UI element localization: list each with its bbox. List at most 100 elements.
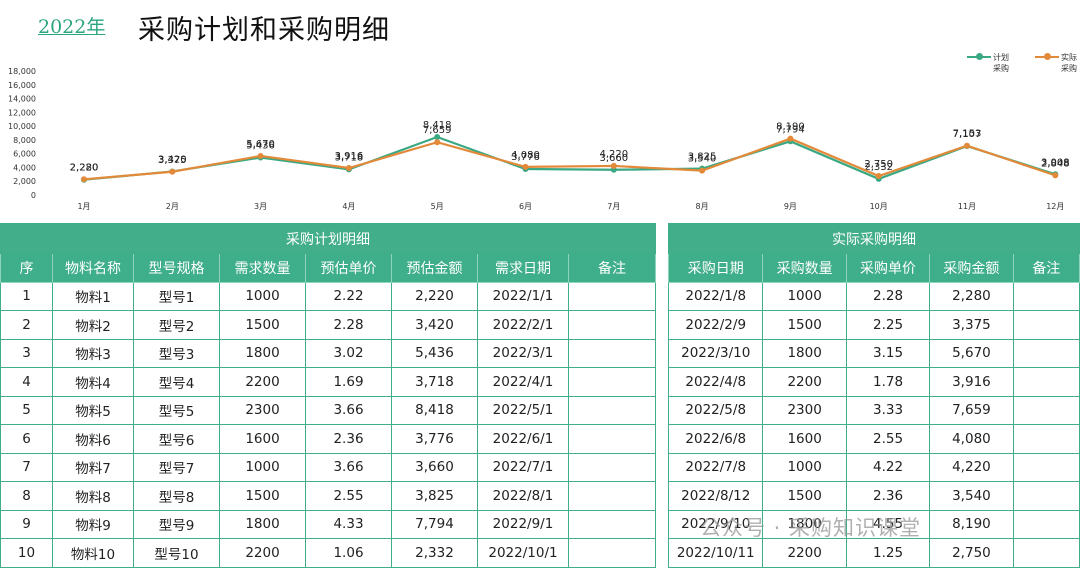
plan-cell[interactable]: 2,332 [391, 538, 478, 568]
actual-cell[interactable]: 1.78 [845, 367, 931, 397]
plan-cell[interactable]: 4 [0, 367, 53, 397]
plan-cell[interactable]: 2.28 [305, 310, 392, 340]
plan-cell[interactable]: 物料5 [52, 395, 134, 425]
plan-cell[interactable]: 3,825 [391, 481, 478, 511]
actual-cell[interactable]: 2022/1/8 [667, 281, 764, 311]
plan-cell[interactable]: 物料1 [52, 281, 134, 311]
plan-cell[interactable]: 型号4 [133, 367, 220, 397]
plan-cell[interactable] [568, 310, 656, 340]
plan-cell[interactable]: 1500 [219, 481, 306, 511]
plan-cell[interactable]: 4.33 [305, 509, 392, 539]
actual-cell[interactable]: 2022/10/11 [667, 538, 764, 568]
plan-cell[interactable]: 7,794 [391, 509, 478, 539]
actual-cell[interactable]: 3.15 [845, 338, 931, 368]
actual-cell[interactable]: 1000 [762, 452, 847, 482]
plan-cell[interactable]: 1.06 [305, 538, 392, 568]
plan-cell[interactable]: 物料9 [52, 509, 134, 539]
actual-cell[interactable] [1012, 338, 1080, 368]
plan-cell[interactable]: 物料4 [52, 367, 134, 397]
actual-cell[interactable]: 2022/7/8 [667, 452, 764, 482]
actual-cell[interactable]: 3.33 [845, 395, 931, 425]
plan-cell[interactable]: 型号1 [133, 281, 220, 311]
actual-cell[interactable]: 2022/9/10 [667, 509, 764, 539]
actual-cell[interactable]: 1600 [762, 424, 847, 454]
actual-cell[interactable]: 2,750 [929, 538, 1014, 568]
plan-cell[interactable]: 1.69 [305, 367, 392, 397]
actual-cell[interactable]: 4,080 [929, 424, 1014, 454]
plan-cell[interactable]: 1800 [219, 338, 306, 368]
actual-cell[interactable]: 2.36 [845, 481, 931, 511]
actual-cell[interactable]: 2,280 [929, 281, 1014, 311]
plan-cell[interactable]: 物料3 [52, 338, 134, 368]
plan-cell[interactable]: 3,660 [391, 452, 478, 482]
plan-cell[interactable]: 2022/2/1 [477, 310, 569, 340]
plan-cell[interactable]: 3.66 [305, 452, 392, 482]
actual-cell[interactable] [1012, 395, 1080, 425]
actual-cell[interactable]: 1500 [762, 310, 847, 340]
actual-cell[interactable]: 2300 [762, 395, 847, 425]
plan-cell[interactable]: 2300 [219, 395, 306, 425]
plan-cell[interactable]: 2 [0, 310, 53, 340]
plan-cell[interactable]: 8,418 [391, 395, 478, 425]
actual-cell[interactable]: 4,220 [929, 452, 1014, 482]
plan-cell[interactable] [568, 281, 656, 311]
actual-cell[interactable] [1012, 452, 1080, 482]
plan-cell[interactable] [568, 395, 656, 425]
plan-cell[interactable]: 1000 [219, 281, 306, 311]
plan-cell[interactable]: 型号3 [133, 338, 220, 368]
plan-cell[interactable]: 5 [0, 395, 53, 425]
actual-cell[interactable] [1012, 509, 1080, 539]
plan-cell[interactable]: 2022/3/1 [477, 338, 569, 368]
plan-cell[interactable]: 3,718 [391, 367, 478, 397]
year-link[interactable]: 2022年 [38, 16, 106, 38]
plan-cell[interactable] [568, 338, 656, 368]
plan-cell[interactable]: 2022/10/1 [477, 538, 569, 568]
plan-cell[interactable]: 物料6 [52, 424, 134, 454]
plan-cell[interactable]: 型号10 [133, 538, 220, 568]
plan-cell[interactable]: 2022/4/1 [477, 367, 569, 397]
plan-cell[interactable]: 9 [0, 509, 53, 539]
plan-cell[interactable]: 1800 [219, 509, 306, 539]
plan-cell[interactable]: 2022/7/1 [477, 452, 569, 482]
plan-cell[interactable]: 2022/6/1 [477, 424, 569, 454]
actual-cell[interactable]: 2.55 [845, 424, 931, 454]
actual-cell[interactable] [1012, 424, 1080, 454]
plan-cell[interactable] [568, 367, 656, 397]
plan-cell[interactable]: 型号7 [133, 452, 220, 482]
plan-cell[interactable]: 型号9 [133, 509, 220, 539]
plan-cell[interactable]: 2022/9/1 [477, 509, 569, 539]
actual-cell[interactable]: 4.22 [845, 452, 931, 482]
plan-cell[interactable]: 2.22 [305, 281, 392, 311]
plan-cell[interactable]: 型号2 [133, 310, 220, 340]
plan-cell[interactable] [568, 424, 656, 454]
actual-cell[interactable] [1012, 281, 1080, 311]
plan-cell[interactable]: 5,436 [391, 338, 478, 368]
plan-cell[interactable]: 2200 [219, 538, 306, 568]
actual-cell[interactable]: 2200 [762, 538, 847, 568]
plan-cell[interactable]: 3.02 [305, 338, 392, 368]
plan-cell[interactable]: 物料2 [52, 310, 134, 340]
plan-cell[interactable] [568, 509, 656, 539]
actual-cell[interactable] [1012, 481, 1080, 511]
plan-cell[interactable]: 7 [0, 452, 53, 482]
actual-cell[interactable]: 5,670 [929, 338, 1014, 368]
plan-cell[interactable]: 1600 [219, 424, 306, 454]
plan-cell[interactable] [568, 452, 656, 482]
actual-cell[interactable]: 1800 [762, 338, 847, 368]
plan-cell[interactable]: 物料7 [52, 452, 134, 482]
actual-cell[interactable]: 1500 [762, 481, 847, 511]
actual-cell[interactable]: 2022/6/8 [667, 424, 764, 454]
actual-cell[interactable] [1012, 367, 1080, 397]
plan-cell[interactable]: 2200 [219, 367, 306, 397]
actual-cell[interactable]: 3,540 [929, 481, 1014, 511]
actual-cell[interactable]: 2022/8/12 [667, 481, 764, 511]
plan-cell[interactable]: 物料8 [52, 481, 134, 511]
plan-cell[interactable]: 3.66 [305, 395, 392, 425]
plan-cell[interactable]: 型号5 [133, 395, 220, 425]
plan-cell[interactable] [568, 481, 656, 511]
plan-cell[interactable]: 型号8 [133, 481, 220, 511]
plan-cell[interactable]: 物料10 [52, 538, 134, 568]
actual-cell[interactable]: 2022/4/8 [667, 367, 764, 397]
plan-cell[interactable]: 2,220 [391, 281, 478, 311]
plan-cell[interactable]: 型号6 [133, 424, 220, 454]
